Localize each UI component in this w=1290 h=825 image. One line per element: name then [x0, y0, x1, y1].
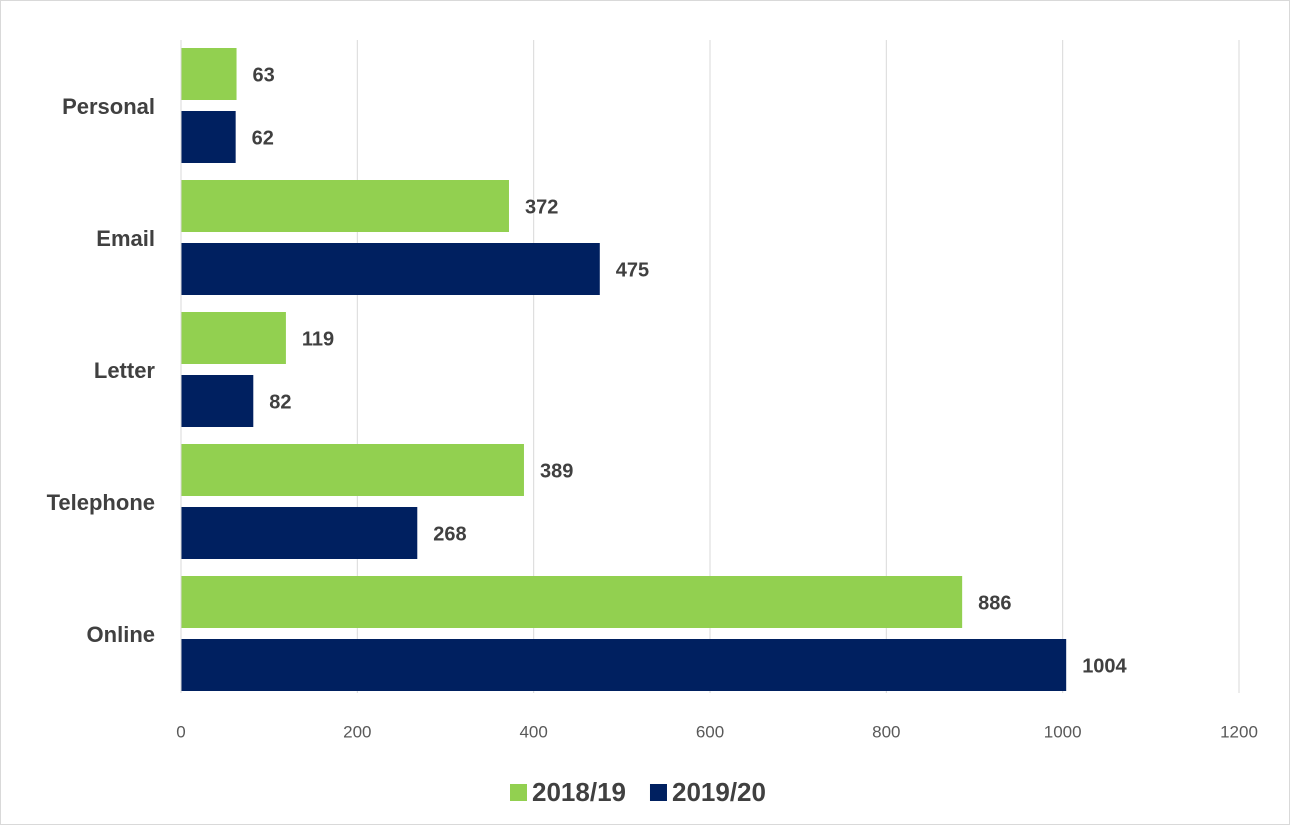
- data-label: 119: [302, 328, 334, 350]
- data-label: 389: [540, 460, 573, 482]
- bar: [181, 48, 237, 100]
- bar: [181, 312, 286, 364]
- bar: [181, 507, 418, 559]
- x-tick-label: 200: [343, 722, 371, 741]
- y-tick-label: Email: [96, 226, 155, 251]
- data-label: 62: [252, 127, 274, 149]
- y-tick-label: Online: [87, 622, 155, 647]
- data-label: 886: [978, 592, 1011, 614]
- x-tick-label: 400: [519, 722, 547, 741]
- bar: [181, 375, 254, 427]
- data-label: 63: [253, 64, 275, 86]
- data-label: 82: [269, 391, 291, 413]
- y-tick-label: Letter: [94, 358, 156, 383]
- bar: [181, 111, 236, 163]
- legend-swatch: [510, 784, 527, 801]
- x-tick-label: 1000: [1044, 722, 1082, 741]
- bar: [181, 243, 600, 295]
- x-tick-label: 0: [176, 722, 185, 741]
- x-tick-label: 600: [696, 722, 724, 741]
- legend-swatch: [649, 784, 667, 801]
- x-tick-label: 1200: [1220, 722, 1258, 741]
- data-label: 475: [616, 259, 649, 281]
- bar: [181, 180, 509, 232]
- x-tick-label: 800: [872, 722, 900, 741]
- y-tick-label: Personal: [62, 94, 155, 119]
- legend-label: 2019/20: [672, 777, 766, 807]
- y-tick-label: Telephone: [47, 490, 155, 515]
- bar: [181, 639, 1067, 691]
- bar: [181, 444, 524, 496]
- data-label: 372: [525, 196, 558, 218]
- data-label: 1004: [1082, 655, 1127, 677]
- legend-label: 2018/19: [532, 777, 626, 807]
- bar: [181, 576, 963, 628]
- data-label: 268: [433, 523, 466, 545]
